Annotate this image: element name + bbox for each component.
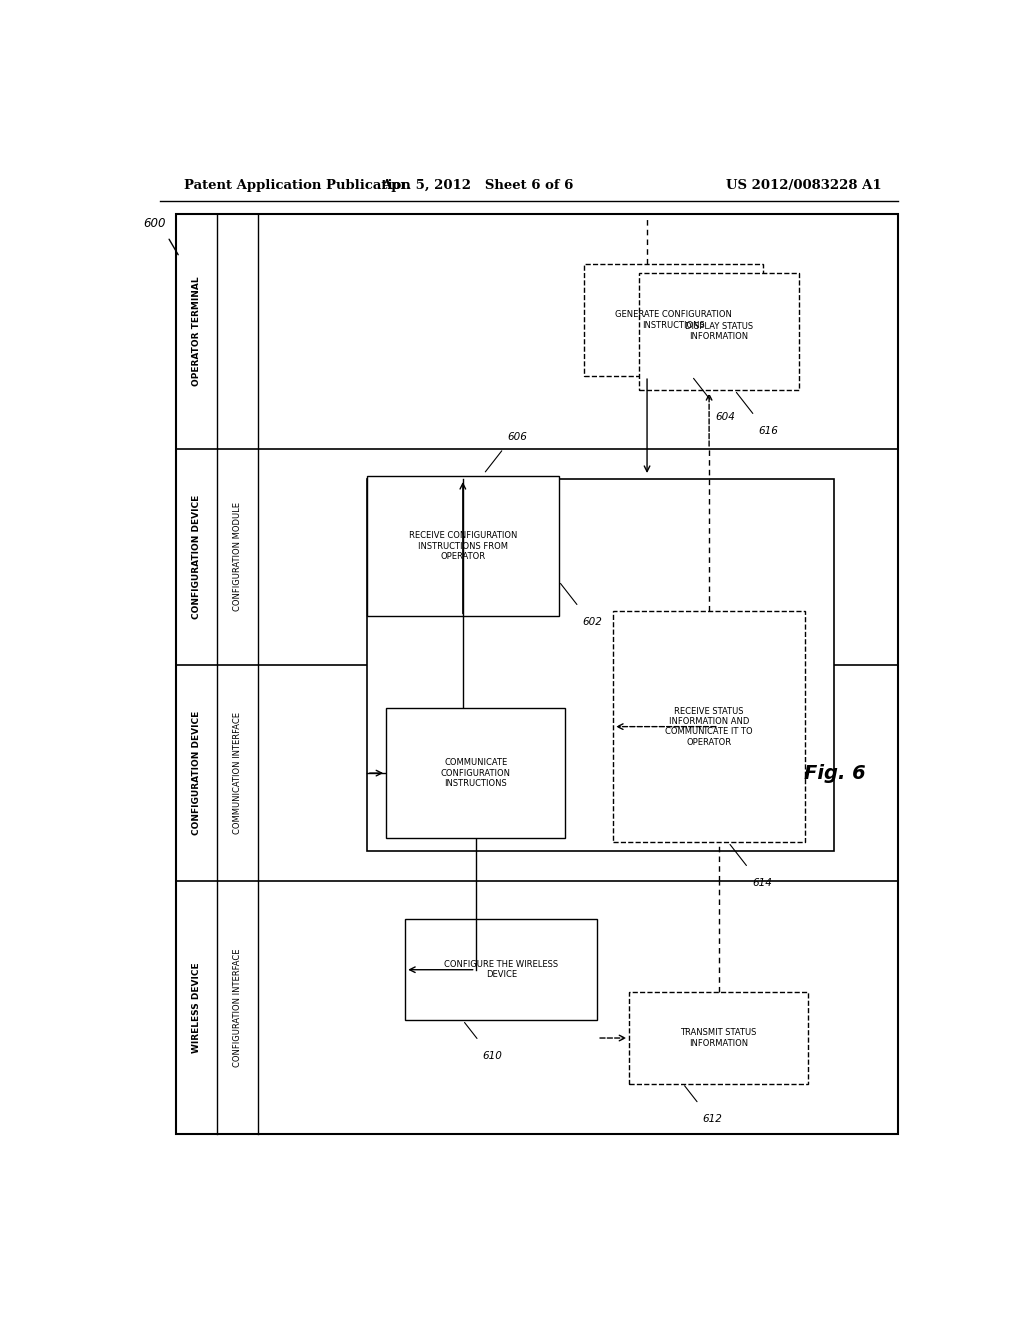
Bar xyxy=(367,479,834,851)
Text: TRANSMIT STATUS
INFORMATION: TRANSMIT STATUS INFORMATION xyxy=(681,1028,757,1048)
Text: 606: 606 xyxy=(508,432,527,441)
Text: US 2012/0083228 A1: US 2012/0083228 A1 xyxy=(726,180,882,193)
Text: RECEIVE STATUS
INFORMATION AND
COMMUNICATE IT TO
OPERATOR: RECEIVE STATUS INFORMATION AND COMMUNICA… xyxy=(666,706,753,747)
Text: GENERATE CONFIGURATION
INSTRUCTIONS: GENERATE CONFIGURATION INSTRUCTIONS xyxy=(615,310,732,330)
Bar xyxy=(406,919,597,1020)
Text: 602: 602 xyxy=(583,616,602,627)
Text: CONFIGURATION DEVICE: CONFIGURATION DEVICE xyxy=(191,495,201,619)
Text: OPERATOR TERMINAL: OPERATOR TERMINAL xyxy=(191,277,201,387)
Bar xyxy=(639,273,799,391)
Text: 600: 600 xyxy=(143,216,166,230)
Text: 604: 604 xyxy=(716,412,735,421)
Text: CONFIGURATION INTERFACE: CONFIGURATION INTERFACE xyxy=(233,948,242,1067)
Text: Patent Application Publication: Patent Application Publication xyxy=(183,180,411,193)
Text: 614: 614 xyxy=(752,878,772,888)
Text: 610: 610 xyxy=(482,1051,503,1061)
Text: Fig. 6: Fig. 6 xyxy=(804,763,866,783)
Text: CONFIGURE THE WIRELESS
DEVICE: CONFIGURE THE WIRELESS DEVICE xyxy=(444,960,558,979)
Bar xyxy=(386,709,565,838)
Text: Apr. 5, 2012   Sheet 6 of 6: Apr. 5, 2012 Sheet 6 of 6 xyxy=(381,180,573,193)
Text: DISPLAY STATUS
INFORMATION: DISPLAY STATUS INFORMATION xyxy=(685,322,753,342)
Text: 612: 612 xyxy=(702,1114,723,1125)
Text: COMMUNICATE
CONFIGURATION
INSTRUCTIONS: COMMUNICATE CONFIGURATION INSTRUCTIONS xyxy=(440,758,511,788)
Bar xyxy=(367,477,559,616)
Bar xyxy=(629,993,808,1084)
Text: CONFIGURATION DEVICE: CONFIGURATION DEVICE xyxy=(191,711,201,836)
Bar xyxy=(613,611,805,842)
Bar xyxy=(585,264,764,376)
Text: CONFIGURATION MODULE: CONFIGURATION MODULE xyxy=(233,503,242,611)
Text: 616: 616 xyxy=(759,426,778,436)
Text: RECEIVE CONFIGURATION
INSTRUCTIONS FROM
OPERATOR: RECEIVE CONFIGURATION INSTRUCTIONS FROM … xyxy=(409,531,517,561)
Text: COMMUNICATION INTERFACE: COMMUNICATION INTERFACE xyxy=(233,711,242,834)
Text: WIRELESS DEVICE: WIRELESS DEVICE xyxy=(191,962,201,1053)
